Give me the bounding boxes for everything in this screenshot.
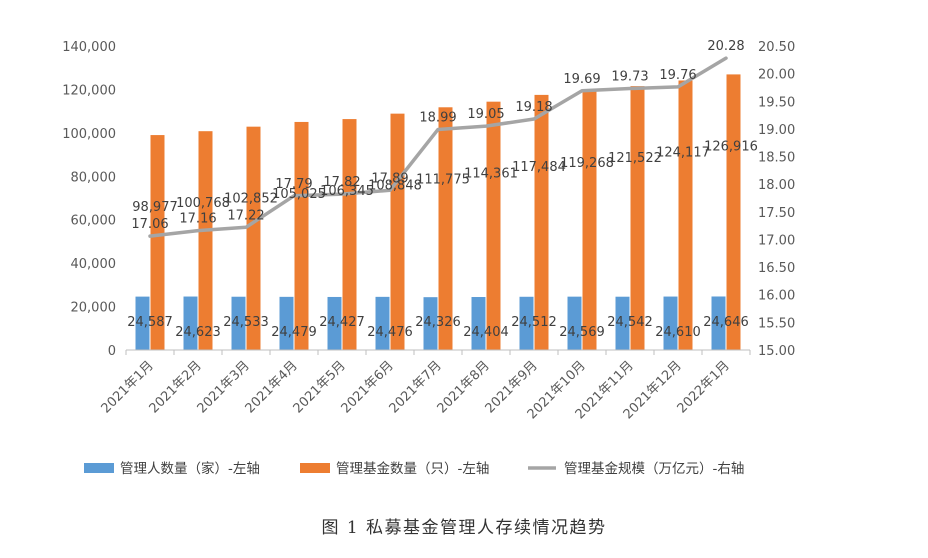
y-left-tick-label: 40,000 — [71, 257, 117, 272]
bar-fund-count — [342, 119, 357, 350]
data-label-fund-count: 114,361 — [464, 167, 518, 182]
data-label-aum: 17.22 — [227, 208, 264, 223]
y-left-tick-label: 20,000 — [71, 301, 117, 316]
y-left-tick-label: 100,000 — [62, 127, 116, 142]
data-label-fund-count: 119,268 — [560, 156, 614, 171]
line-layer — [148, 56, 728, 238]
data-label-manager-count: 24,326 — [415, 315, 461, 330]
data-label-fund-count: 126,916 — [704, 139, 758, 154]
bar-fund-count — [486, 101, 501, 351]
bar-manager-count — [327, 296, 342, 350]
bar-manager-count — [615, 296, 630, 350]
y-left-tick-label: 0 — [108, 344, 116, 359]
data-label-fund-count: 105,025 — [272, 187, 326, 202]
y-right-tick-label: 16.50 — [758, 261, 795, 276]
legend-item-label: 管理人数量（家）-左轴 — [120, 460, 260, 477]
y-right-tick-label: 15.50 — [758, 316, 795, 331]
bar-fund-count — [630, 86, 645, 350]
data-label-aum: 17.16 — [179, 212, 216, 227]
data-label-aum: 17.89 — [371, 171, 408, 186]
data-label-aum: 19.69 — [563, 72, 600, 87]
y-right-tick-label: 15.00 — [758, 344, 795, 359]
data-label-aum: 19.18 — [515, 100, 552, 115]
data-label-manager-count: 24,569 — [559, 325, 605, 340]
bar-fund-count — [150, 135, 165, 350]
data-label-manager-count: 24,512 — [511, 315, 557, 330]
data-label-fund-count: 106,345 — [320, 184, 374, 199]
data-label-aum: 17.82 — [323, 175, 360, 190]
data-label-manager-count: 24,427 — [319, 315, 365, 330]
y-right-tick-label: 20.50 — [758, 40, 795, 55]
bar-manager-count — [471, 297, 486, 350]
bar-manager-count — [135, 296, 150, 350]
y-right-tick-label: 18.00 — [758, 178, 795, 193]
legend-swatch-bar — [300, 463, 330, 473]
bar-manager-count — [519, 296, 534, 350]
series-line-aum — [148, 56, 728, 238]
data-label-manager-count: 24,479 — [271, 325, 317, 340]
data-label-aum: 19.05 — [467, 107, 504, 122]
y-right-tick-label: 18.50 — [758, 151, 795, 166]
bar-manager-count — [423, 297, 438, 350]
y-right-tick-label: 16.00 — [758, 289, 795, 304]
data-label-aum: 19.76 — [659, 68, 696, 83]
data-label-manager-count: 24,533 — [223, 315, 269, 330]
data-label-aum: 20.28 — [707, 39, 744, 54]
y-right-tick-label: 17.50 — [758, 206, 795, 221]
bar-fund-count — [198, 131, 213, 350]
bar-manager-count — [663, 296, 678, 350]
bar-fund-count — [390, 113, 405, 350]
data-label-manager-count: 24,646 — [703, 315, 749, 330]
y-right-tick-label: 17.00 — [758, 233, 795, 248]
bar-manager-count — [279, 296, 294, 350]
y-left-tick-label: 60,000 — [71, 214, 117, 229]
x-category-label: 2022年1月 — [675, 358, 733, 416]
data-label-fund-count: 117,484 — [512, 160, 566, 175]
bar-manager-count — [183, 296, 198, 350]
bar-fund-count — [678, 80, 693, 350]
data-label-manager-count: 24,610 — [655, 325, 701, 340]
legend-item-label: 管理基金规模（万亿元）-右轴 — [564, 460, 744, 477]
bar-fund-count — [726, 74, 741, 350]
data-label-aum: 19.73 — [611, 70, 648, 85]
legend-item-label: 管理基金数量（只）-左轴 — [336, 460, 489, 477]
bar-manager-count — [567, 296, 582, 350]
y-left-tick-label: 120,000 — [62, 83, 116, 98]
data-label-aum: 17.06 — [131, 217, 168, 232]
bar-fund-count — [438, 107, 453, 350]
data-label-manager-count: 24,542 — [607, 315, 653, 330]
data-label-manager-count: 24,623 — [175, 325, 221, 340]
bar-fund-count — [294, 121, 309, 351]
bar-fund-count — [246, 126, 261, 350]
bar-manager-count — [375, 296, 390, 350]
bar-fund-count — [534, 94, 549, 351]
bar-fund-count — [582, 91, 597, 350]
data-label-manager-count: 24,476 — [367, 325, 413, 340]
figure-caption: 图 1 私募基金管理人存续情况趋势 — [321, 518, 606, 538]
data-label-manager-count: 24,587 — [127, 315, 173, 330]
y-right-tick-label: 19.00 — [758, 123, 795, 138]
y-left-tick-label: 140,000 — [62, 40, 116, 55]
data-label-manager-count: 24,404 — [463, 325, 509, 340]
data-label-fund-count: 102,852 — [224, 192, 278, 207]
data-label-fund-count: 124,117 — [656, 145, 710, 160]
data-label-aum: 17.79 — [275, 177, 312, 192]
y-left-tick-label: 80,000 — [71, 170, 117, 185]
legend: 管理人数量（家）-左轴 管理基金数量（只）-左轴 管理基金规模（万亿元）-右轴 — [84, 460, 744, 477]
data-label-fund-count: 111,775 — [416, 172, 470, 187]
data-label-aum: 18.99 — [419, 110, 456, 125]
data-label-fund-count: 100,768 — [176, 196, 230, 211]
y-right-tick-label: 19.50 — [758, 95, 795, 110]
data-label-fund-count: 121,522 — [608, 151, 662, 166]
legend-swatch-bar — [84, 463, 114, 473]
bar-manager-count — [711, 296, 726, 350]
data-label-fund-count: 98,977 — [132, 200, 178, 215]
bar-layer — [135, 74, 741, 351]
bar-manager-count — [231, 296, 246, 350]
data-label-fund-count: 108,848 — [368, 179, 422, 194]
y-right-tick-label: 20.00 — [758, 68, 795, 83]
